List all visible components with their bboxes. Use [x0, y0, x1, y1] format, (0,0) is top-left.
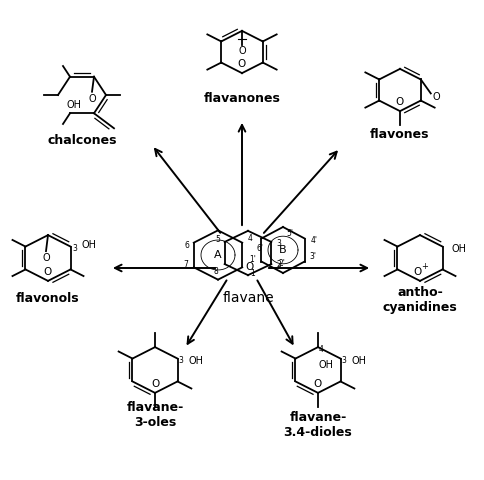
Text: OH: OH — [81, 240, 96, 250]
Text: 3': 3' — [309, 252, 316, 261]
Text: OH: OH — [318, 360, 333, 370]
Text: 7: 7 — [183, 260, 188, 269]
Text: 3: 3 — [341, 356, 346, 365]
Text: 3: 3 — [276, 240, 281, 249]
Text: O: O — [245, 262, 253, 272]
Text: flavanones: flavanones — [204, 92, 280, 105]
Text: OH: OH — [351, 356, 366, 366]
Text: OH: OH — [188, 356, 203, 366]
Text: O: O — [238, 46, 246, 56]
Text: 5: 5 — [215, 235, 220, 244]
Text: 4': 4' — [310, 236, 317, 245]
Text: O: O — [396, 97, 404, 107]
Text: antho-
cyanidines: antho- cyanidines — [383, 286, 457, 314]
Text: +: + — [422, 263, 428, 271]
Text: O: O — [238, 59, 246, 69]
Text: O: O — [151, 379, 159, 389]
Text: flavane: flavane — [222, 291, 274, 305]
Text: OH: OH — [66, 100, 81, 110]
Text: OH: OH — [451, 243, 466, 253]
Text: O: O — [433, 93, 440, 102]
Text: 1': 1' — [249, 255, 256, 264]
Text: flavonols: flavonols — [16, 291, 80, 304]
Text: O: O — [42, 253, 50, 263]
Text: 2: 2 — [276, 260, 281, 269]
Text: O: O — [314, 379, 322, 389]
Text: 3: 3 — [178, 356, 183, 365]
Text: 8: 8 — [213, 267, 218, 276]
Text: O: O — [44, 267, 52, 277]
Text: flavane-
3-oles: flavane- 3-oles — [126, 401, 183, 429]
Text: O: O — [88, 94, 96, 104]
Text: 4: 4 — [318, 345, 323, 354]
Text: O: O — [413, 267, 421, 277]
Text: 6': 6' — [257, 244, 264, 253]
Text: chalcones: chalcones — [47, 133, 117, 146]
Text: A: A — [214, 250, 222, 260]
Text: 6: 6 — [184, 241, 189, 250]
Text: B: B — [279, 245, 287, 255]
Text: 4: 4 — [247, 234, 253, 243]
Text: flavones: flavones — [370, 129, 430, 142]
Text: flavane-
3.4-dioles: flavane- 3.4-dioles — [284, 411, 352, 439]
Text: 5': 5' — [287, 229, 293, 239]
Text: 2': 2' — [279, 259, 286, 267]
Text: 3: 3 — [72, 244, 77, 253]
Text: 1: 1 — [251, 269, 256, 277]
